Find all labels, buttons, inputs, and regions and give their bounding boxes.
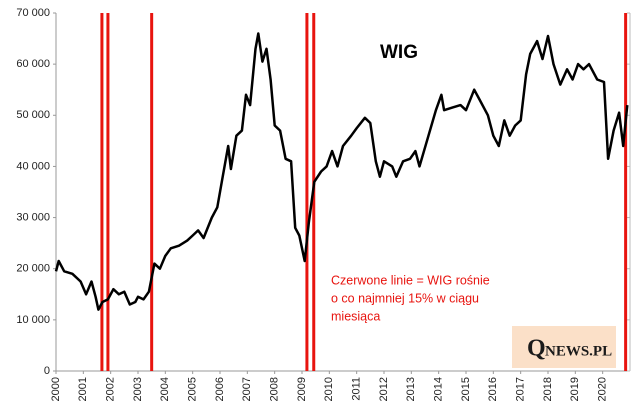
y-tick-label: 40 000 bbox=[16, 160, 50, 172]
chart-title: WIG bbox=[380, 42, 418, 63]
y-tick-label: 0 bbox=[44, 365, 50, 377]
logo-initial: Q bbox=[527, 336, 546, 362]
x-tick-label: 2019 bbox=[569, 377, 581, 401]
x-tick-label: 2011 bbox=[351, 377, 363, 401]
x-tick-label: 2007 bbox=[241, 377, 253, 401]
x-tick-label: 2005 bbox=[187, 377, 199, 401]
annotation: Czerwone linie = WIG rośnie bbox=[331, 273, 490, 287]
x-tick-label: 2012 bbox=[378, 377, 390, 401]
series-line bbox=[54, 32, 629, 311]
x-tick-label: 2017 bbox=[515, 377, 527, 401]
y-tick-label: 70 000 bbox=[16, 7, 50, 19]
y-tick-label: 10 000 bbox=[16, 314, 50, 326]
y-tick-label: 50 000 bbox=[16, 109, 50, 121]
annotation: o co najmniej 15% w ciągu bbox=[331, 291, 479, 305]
x-tick-label: 2018 bbox=[542, 377, 554, 401]
logo-box bbox=[512, 326, 616, 368]
y-tick-label: 30 000 bbox=[16, 211, 50, 223]
x-tick-label: 2008 bbox=[269, 377, 281, 401]
y-tick-label: 60 000 bbox=[16, 58, 50, 70]
x-tick-label: 2014 bbox=[433, 377, 445, 401]
x-tick-label: 2013 bbox=[405, 377, 417, 401]
x-tick-label: 2016 bbox=[487, 377, 499, 401]
x-tick-label: 2000 bbox=[50, 377, 62, 401]
x-tick-label: 2003 bbox=[132, 377, 144, 401]
x-tick-label: 2010 bbox=[323, 377, 335, 401]
x-tick-label: 2002 bbox=[105, 377, 117, 401]
x-tick-label: 2020 bbox=[597, 377, 609, 401]
annotation: miesiąca bbox=[331, 309, 380, 323]
x-tick-label: 2009 bbox=[296, 377, 308, 401]
x-tick-label: 2006 bbox=[214, 377, 226, 401]
y-tick-label: 20 000 bbox=[16, 263, 50, 275]
x-tick-label: 2015 bbox=[460, 377, 472, 401]
x-tick-label: 2001 bbox=[77, 377, 89, 401]
x-tick-label: 2004 bbox=[159, 377, 171, 401]
logo-text: NEWS.PL bbox=[545, 343, 612, 359]
